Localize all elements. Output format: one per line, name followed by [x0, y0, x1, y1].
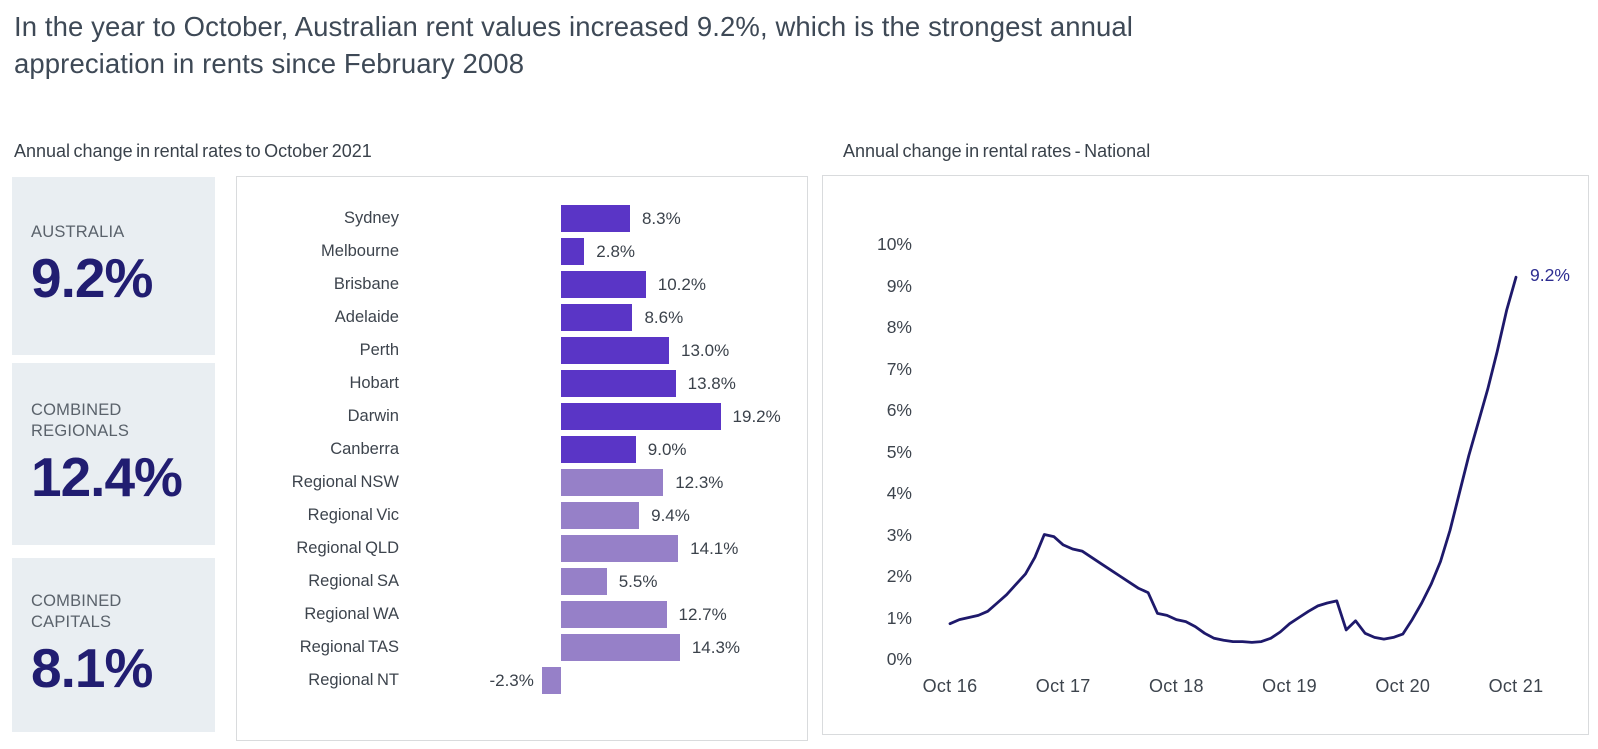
stat-card-australia: AUSTRALIA 9.2%	[12, 177, 215, 355]
bar-value-label: 10.2%	[657, 275, 706, 294]
bar-value-label: 9.0%	[647, 440, 687, 459]
x-axis-tick-label: Oct 16	[922, 676, 978, 696]
bar	[561, 535, 679, 562]
bar	[561, 403, 721, 430]
line-chart-panel: 0% 1% 2% 3% 4% 5% 6% 7% 8% 9% 10% Oct 16 Oct 17 Oct …	[822, 175, 1589, 735]
bar-chart-title: Annual change in rental rates to October…	[14, 141, 372, 161]
line-chart-svg	[948, 275, 1518, 644]
y-axis-tick-label: 0%	[886, 649, 912, 669]
bar-category-label: Perth	[359, 341, 399, 359]
bar-value-label: 13.8%	[687, 374, 736, 393]
y-axis-tick-label: 5%	[886, 441, 912, 462]
y-axis-tick-label: 9%	[886, 275, 912, 296]
stat-value: 9.2%	[31, 247, 153, 309]
bar-chart-panel: Sydney 8.3% Melbourne 2.8% Brisbane 10.2% Adel…	[236, 176, 808, 741]
stat-value: 12.4%	[31, 445, 183, 508]
y-axis-tick-label: 6%	[886, 400, 912, 420]
x-axis-tick-label: Oct 17	[1035, 676, 1091, 696]
stat-label: COMBINED CAPITALS	[31, 591, 122, 631]
stat-card-combined-capitals: COMBINED CAPITALS 8.1%	[12, 558, 215, 732]
bar-category-label: Sydney	[343, 209, 399, 227]
bar-category-label: Regional QLD	[296, 539, 399, 557]
page-title-line-2: appreciation in rents since February 200…	[14, 48, 525, 79]
y-axis-tick-label: 4%	[886, 483, 912, 503]
stat-label: COMBINED REGIONALS	[31, 400, 130, 440]
bar	[561, 469, 664, 496]
bar-category-label: Brisbane	[333, 275, 399, 293]
bar	[561, 568, 607, 595]
stat-card-combined-regionals: COMBINED REGIONALS 12.4%	[12, 363, 215, 545]
bar-category-label: Hobart	[349, 374, 399, 392]
bar-value-label: 8.3%	[641, 209, 681, 228]
bar-value-label: 12.7%	[678, 605, 727, 624]
stat-label: AUSTRALIA	[31, 223, 125, 241]
bar-value-label: 5.5%	[618, 572, 658, 591]
bar	[561, 205, 630, 232]
bar-category-label: Regional Vic	[307, 506, 399, 524]
x-axis-tick-label: Oct 19	[1262, 676, 1317, 696]
line-chart-title: Annual change in rental rates - National	[843, 141, 1151, 161]
bar-category-label: Regional NT	[308, 671, 399, 689]
x-axis-tick-label: Oct 21	[1488, 676, 1544, 696]
bar-category-label: Regional NSW	[291, 473, 399, 491]
bar-value-label: 2.8%	[596, 242, 636, 261]
bar-value-label: 8.6%	[644, 308, 684, 327]
bar-category-label: Adelaide	[334, 308, 399, 326]
bar	[561, 502, 640, 529]
y-axis-tick-label: 8%	[886, 317, 912, 337]
bar	[561, 370, 676, 397]
bar-value-label: 19.2%	[732, 407, 781, 426]
bar	[561, 337, 670, 364]
bar-category-label: Melbourne	[321, 242, 399, 260]
y-axis-tick-label: 1%	[886, 607, 912, 628]
bar-value-label: 13.0%	[681, 341, 730, 360]
bar-value-label: 14.1%	[690, 539, 739, 558]
bar	[561, 601, 667, 628]
line-end-value-label: 9.2%	[1530, 265, 1570, 286]
bar	[561, 238, 585, 265]
x-axis-tick-label: Oct 18	[1148, 676, 1204, 696]
bar-category-label: Canberra	[330, 440, 399, 458]
national-rent-line	[948, 275, 1518, 644]
y-axis-tick-label: 7%	[886, 358, 912, 379]
stat-value: 8.1%	[31, 636, 153, 699]
bar-category-label: Regional WA	[304, 605, 399, 623]
bar-value-label: 12.3%	[675, 473, 724, 492]
bar-category-label: Regional SA	[308, 572, 399, 590]
bar	[561, 436, 636, 463]
y-axis-tick-label: 10%	[876, 234, 912, 254]
x-axis-tick-label: Oct 20	[1375, 676, 1431, 696]
page-title-line-1: In the year to October, Australian rent …	[14, 11, 1134, 42]
bar	[541, 667, 561, 694]
y-axis-tick-label: 2%	[886, 566, 912, 586]
bar-value-label: 14.3%	[691, 638, 741, 657]
bar-value-label: -2.3%	[489, 671, 534, 690]
bar	[561, 634, 680, 661]
bar-value-label: 9.4%	[651, 506, 690, 525]
bar	[561, 271, 646, 298]
y-axis-tick-label: 3%	[886, 524, 912, 545]
bar-category-label: Darwin	[347, 407, 399, 425]
bar-category-label: Regional TAS	[299, 638, 399, 656]
bar	[561, 304, 633, 331]
